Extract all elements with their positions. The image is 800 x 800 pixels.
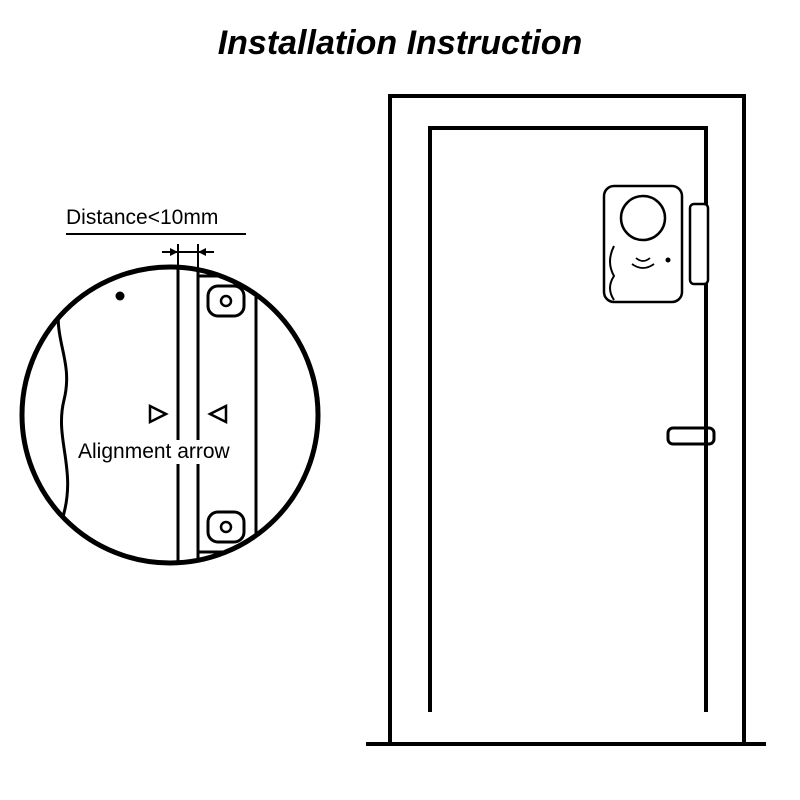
led-dot: [116, 292, 125, 301]
distance-dimension: [66, 234, 246, 268]
distance-label: Distance<10mm: [66, 206, 218, 230]
alignment-label: Alignment arrow: [76, 440, 232, 464]
detail-circle: [0, 0, 800, 800]
